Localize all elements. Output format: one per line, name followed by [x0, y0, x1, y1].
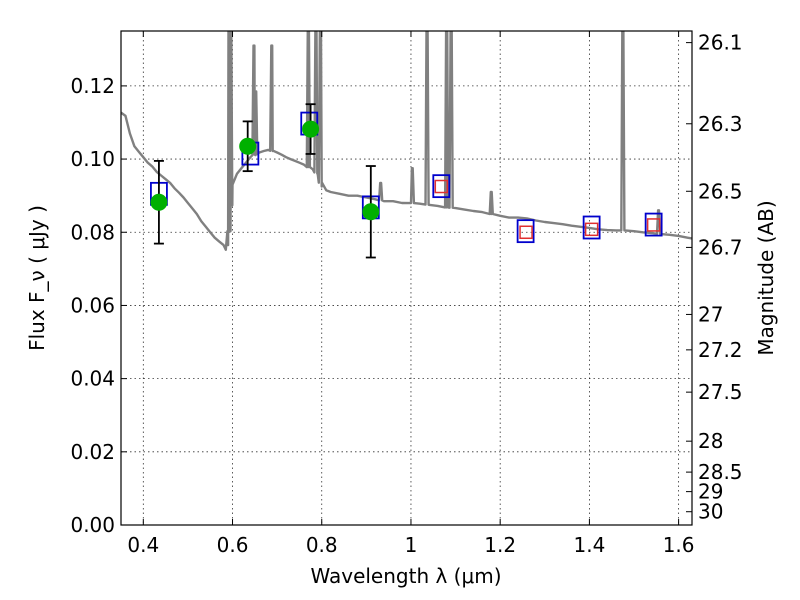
x-tick-label: 1.6 [663, 533, 695, 557]
mag-tick-label: 28.5 [698, 460, 743, 484]
model-photometry-box [644, 212, 663, 237]
observed-point [150, 193, 168, 211]
observed-point [239, 137, 257, 155]
mag-tick-label: 26.3 [698, 112, 743, 136]
mag-tick-label: 27 [698, 302, 723, 326]
mag-tick-label: 30 [698, 500, 723, 524]
x-tick-label: 1 [405, 533, 418, 557]
grid-lines [121, 31, 692, 526]
model-spectrum-line [121, 31, 692, 251]
mag-tick-label: 26.1 [698, 31, 743, 55]
observed-point [302, 120, 320, 138]
predicted-point [646, 218, 661, 232]
y-axis-label: Flux F_ν ( μJy ) [25, 205, 49, 351]
model-photometry-box [582, 215, 601, 240]
y-tick-label: 0.06 [70, 293, 115, 317]
plot-area [121, 31, 692, 259]
mag-tick-label: 29 [698, 480, 723, 504]
y2-axis-label: Magnitude (AB) [754, 200, 778, 355]
tick-labels: 0.4 0.6 0.8 1 1.2 1.4 1.6 0.00 0.02 0.04 0.06 0.08 0… [70, 31, 742, 557]
mag-tick-label: 27.5 [698, 380, 743, 404]
x-tick-label: 1.4 [573, 533, 605, 557]
predicted-point [584, 222, 599, 237]
axis-ticks [121, 31, 692, 526]
x-axis-label: Wavelength λ (μm) [310, 564, 501, 588]
mag-tick-label: 26.5 [698, 179, 743, 203]
plot-frame [120, 30, 693, 526]
x-tick-label: 0.8 [306, 533, 338, 557]
observed-point [362, 203, 380, 221]
predicted-point [519, 225, 533, 240]
model-photometry-box [516, 219, 535, 244]
y-tick-label: 0.00 [70, 513, 115, 537]
mag-tick-label: 28 [698, 429, 723, 453]
y-tick-label: 0.12 [70, 74, 115, 98]
x-tick-label: 0.4 [127, 533, 159, 557]
model-photometry-box [432, 174, 451, 199]
y-tick-label: 0.04 [70, 367, 115, 391]
y-tick-label: 0.10 [70, 147, 115, 171]
y-tick-label: 0.08 [70, 220, 115, 244]
x-tick-label: 1.2 [484, 533, 516, 557]
mag-tick-label: 27.2 [698, 338, 743, 362]
predicted-point [434, 179, 449, 194]
y-tick-label: 0.02 [70, 440, 115, 464]
x-tick-label: 0.6 [217, 533, 249, 557]
mag-tick-label: 26.7 [698, 235, 743, 259]
